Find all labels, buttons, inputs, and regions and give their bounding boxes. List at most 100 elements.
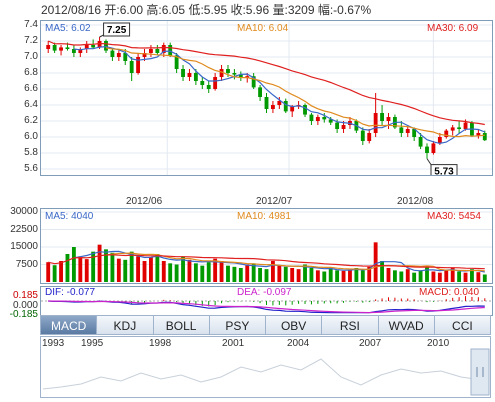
- volume-bar: [142, 261, 147, 282]
- candle-body: [123, 53, 128, 61]
- volume-bar: [309, 268, 314, 282]
- candle-body: [386, 117, 391, 121]
- tab-wvad[interactable]: WVAD: [378, 315, 435, 335]
- candle-body: [200, 81, 205, 85]
- volume-bar: [84, 259, 89, 282]
- low-marker: 5.73: [434, 167, 454, 175]
- candle-body: [399, 127, 404, 133]
- macd-y-zero: 0.000: [12, 300, 38, 311]
- volume-bar: [91, 251, 96, 282]
- tab-psy[interactable]: PSY: [209, 315, 266, 335]
- ma5-price-label: MA5: 6.02: [45, 23, 91, 34]
- high-marker-pointer: [99, 34, 104, 38]
- y-tick-label: 6.6: [24, 83, 38, 94]
- ma30-price-label: MA30: 6.09: [427, 23, 479, 34]
- volume-bar: [59, 261, 63, 282]
- year-label: 2010: [427, 338, 450, 349]
- volume-bar: [46, 262, 51, 282]
- volume-bar: [206, 262, 211, 282]
- candle-body: [232, 73, 237, 75]
- tab-macd[interactable]: MACD: [40, 315, 98, 335]
- candle-body: [476, 133, 481, 136]
- candle-body: [213, 77, 218, 89]
- navigator-range-handle[interactable]: [470, 348, 490, 396]
- candle-body: [444, 130, 449, 137]
- candle-body: [155, 49, 160, 53]
- ma30-volume-label: MA30: 5454: [427, 211, 481, 222]
- volume-bar: [149, 257, 153, 282]
- volume-bar: [71, 247, 76, 282]
- candle-body: [168, 45, 173, 56]
- candle-body: [238, 74, 243, 78]
- volume-bar: [264, 269, 269, 282]
- candle-body: [52, 45, 57, 51]
- ma10-volume-label: MA10: 4981: [237, 211, 291, 222]
- volume-bar: [104, 249, 108, 282]
- volume-bar: [450, 268, 455, 282]
- candle-body: [283, 101, 288, 112]
- volume-bar: [251, 263, 256, 282]
- tab-kdj[interactable]: KDJ: [97, 315, 154, 335]
- candle-body: [187, 73, 192, 77]
- quote-header: 2012/08/16 开:6.00 高:6.05 低:5.95 收:5.96 量…: [41, 3, 372, 17]
- tab-cci[interactable]: CCI: [434, 315, 491, 335]
- candle-body: [136, 57, 141, 73]
- candle-body: [270, 105, 275, 109]
- volume-bar: [277, 265, 282, 282]
- volume-bar: [405, 269, 410, 282]
- candle-body: [309, 114, 314, 121]
- candle-body: [463, 122, 468, 129]
- candle-body: [412, 129, 417, 137]
- volume-bar: [116, 258, 121, 282]
- volume-bar: [52, 265, 57, 282]
- volume-bar: [315, 270, 320, 282]
- volume-bar: [65, 254, 70, 282]
- candle-body: [277, 101, 282, 105]
- macd-pane[interactable]: DIF: -0.077 DEA: -0.097 MACD: 0.040: [40, 286, 493, 316]
- volume-y-tick-label: 30000: [10, 206, 38, 217]
- volume-y-tick-label: 22500: [10, 223, 38, 235]
- candle-body: [71, 49, 76, 53]
- x-label-june: 2012/06: [126, 196, 163, 207]
- volume-pane[interactable]: MA5: 4040 MA10: 4981 MA30: 5454: [40, 208, 493, 284]
- candle-body: [46, 45, 51, 49]
- y-tick-label: 7.0: [24, 51, 38, 62]
- volume-bar: [482, 274, 487, 282]
- history-navigator[interactable]: 1993 1995 1998 2001 2004 2007 2010: [40, 336, 491, 398]
- volume-bar: [463, 272, 468, 282]
- candle-body: [425, 146, 429, 153]
- volume-bar: [136, 256, 141, 282]
- candle-body: [360, 130, 365, 141]
- candle-body: [405, 129, 410, 133]
- candle-body: [84, 45, 89, 49]
- candle-body: [457, 127, 462, 129]
- candle-body: [161, 45, 166, 53]
- y-tick-label: 7.4: [24, 19, 38, 30]
- candle-body: [174, 55, 179, 69]
- tab-obv[interactable]: OBV: [266, 315, 323, 335]
- volume-bar: [470, 269, 474, 282]
- candle-body: [181, 69, 185, 77]
- volume-bar: [425, 265, 429, 282]
- candle-body: [129, 61, 134, 73]
- volume-bar: [328, 268, 333, 282]
- price-pane[interactable]: 7.25 5.73 MA5: 6.02 MA10: 6.04 MA30: 6.09: [40, 20, 493, 179]
- volume-bar: [129, 251, 134, 282]
- ma10-line: [105, 47, 485, 138]
- navigator-history-graph: [42, 348, 490, 396]
- volume-bar: [187, 259, 192, 282]
- candle-body: [328, 119, 333, 123]
- tab-boll[interactable]: BOLL: [153, 315, 210, 335]
- tab-rsi[interactable]: RSI: [322, 315, 379, 335]
- volume-bar: [213, 258, 218, 282]
- ma30-line: [47, 40, 485, 126]
- candle-body: [335, 122, 340, 129]
- candle-body: [341, 125, 346, 129]
- candle-body: [290, 106, 295, 112]
- volume-bar: [181, 256, 185, 282]
- ma5-volume-label: MA5: 4040: [45, 211, 94, 222]
- candle-body: [322, 117, 327, 120]
- volume-bar: [174, 264, 179, 282]
- volume-bar: [258, 268, 263, 282]
- macd-chart: [41, 296, 492, 314]
